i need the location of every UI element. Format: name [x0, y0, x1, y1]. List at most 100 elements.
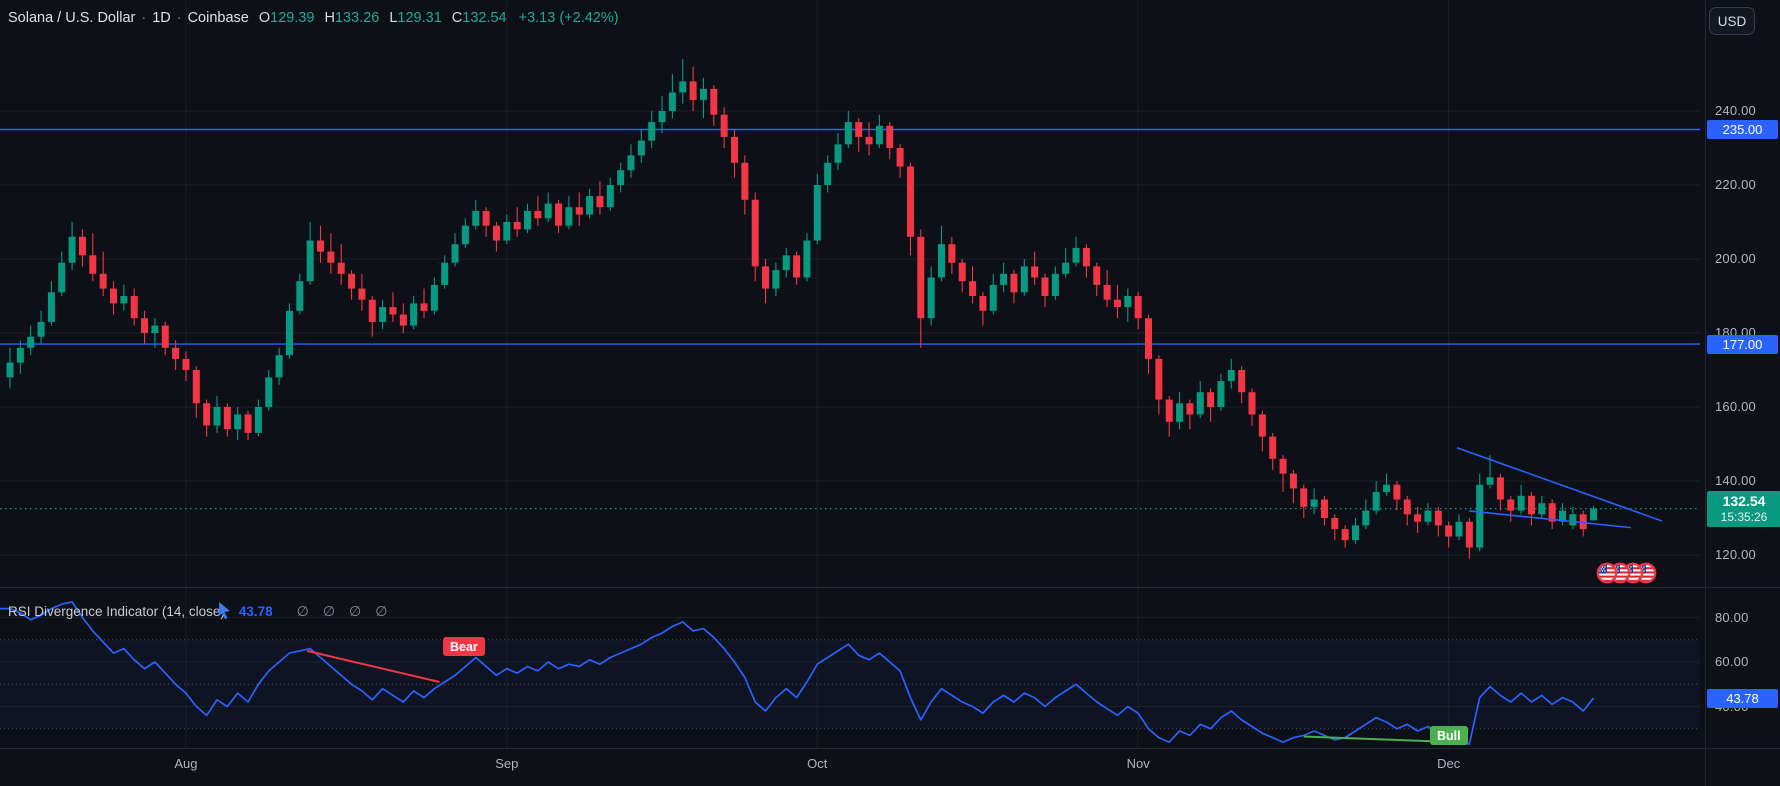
rsi-indicator-pane[interactable]	[0, 588, 1705, 748]
candle-body	[1000, 273, 1008, 285]
candle-body	[1113, 299, 1121, 308]
time-axis-label-dec[interactable]: Dec	[1437, 756, 1461, 771]
candle-body	[47, 292, 55, 322]
candle-body	[172, 347, 180, 359]
candle-body	[451, 244, 459, 263]
candle-body	[223, 407, 231, 430]
candle-body	[441, 262, 449, 285]
time-axis[interactable]: Aug Sep Oct Nov Dec	[0, 748, 1780, 786]
candle-body	[1258, 414, 1266, 437]
candle-body	[110, 288, 117, 304]
candle-body	[1041, 277, 1049, 296]
candle-body	[1238, 370, 1246, 393]
candle-body	[1465, 521, 1473, 548]
bear-label[interactable]: Bear	[443, 637, 485, 656]
candle-body	[482, 210, 490, 226]
candle-body	[875, 125, 883, 145]
candle-body	[275, 355, 283, 378]
bear-divergence-line[interactable]	[306, 649, 440, 683]
symbol-legend[interactable]: Solana / U.S. Dollar · 1D · Coinbase O129.39 H…	[8, 10, 619, 26]
time-axis-label-nov[interactable]: Nov	[1126, 756, 1150, 771]
candle-body	[865, 136, 873, 145]
candle-body	[834, 144, 842, 163]
candle-body	[751, 199, 759, 267]
candle-body	[1165, 399, 1173, 422]
interval-label[interactable]: 1D	[152, 10, 171, 26]
candle-body	[410, 303, 418, 326]
candle-body	[27, 336, 35, 348]
candle-body	[503, 222, 511, 241]
rsi-current-value: 43.78	[238, 604, 273, 619]
candle-body	[203, 403, 211, 426]
rsi-value-label: 43.78	[1707, 688, 1778, 708]
candle-body	[1227, 370, 1235, 382]
price-scale[interactable]: 240.00 220.00 200.00 180.00 160.00 140.00 120.…	[1705, 0, 1780, 786]
time-axis-label-oct[interactable]: Oct	[807, 756, 828, 771]
symbol-title[interactable]: Solana / U.S. Dollar	[8, 10, 136, 26]
last-price-value: 132.54	[1722, 492, 1766, 509]
us-flag-event-icon[interactable]	[1596, 562, 1618, 589]
open-letter: O	[258, 10, 271, 26]
candle-body	[586, 196, 594, 215]
candle-body	[803, 240, 811, 278]
candle-body	[16, 347, 24, 363]
trendline[interactable]	[1469, 510, 1631, 529]
candlestick-price-pane[interactable]	[0, 0, 1705, 588]
candle-body	[1352, 525, 1359, 541]
candle-body	[327, 251, 335, 263]
candle-body	[1527, 495, 1535, 515]
candle-body	[596, 196, 604, 208]
candle-body	[1289, 473, 1297, 489]
candle-body	[265, 377, 273, 407]
time-axis-label-aug[interactable]: Aug	[174, 756, 198, 771]
candle-body	[234, 414, 242, 430]
candle-body	[1434, 510, 1442, 526]
close-letter: C	[451, 10, 463, 26]
candle-body	[1196, 392, 1204, 415]
candle-body	[1207, 392, 1215, 407]
bar-countdown: 15:35:26	[1720, 509, 1768, 524]
candle-body	[710, 88, 718, 115]
candle-body	[472, 210, 480, 226]
candle-body	[938, 244, 945, 278]
candle-body	[285, 310, 293, 356]
candle-body	[565, 207, 573, 226]
trendline[interactable]	[1456, 446, 1663, 522]
candle-body	[534, 210, 542, 219]
candle-body	[1486, 477, 1494, 485]
candle-body	[1072, 247, 1080, 263]
candle-body	[399, 314, 407, 326]
economic-event-flags[interactable]	[1596, 562, 1658, 584]
candle-body	[120, 296, 128, 304]
time-axis-label-sep[interactable]: Sep	[495, 756, 519, 771]
candle-body	[1062, 262, 1070, 274]
rsi-indicator-title[interactable]: RSI Divergence Indicator (14, close)	[8, 604, 225, 619]
exchange-label[interactable]: Coinbase	[187, 10, 249, 26]
rsi-indicator-legend[interactable]: RSI Divergence Indicator (14, close) 43.7…	[8, 603, 387, 620]
candle-body	[1538, 503, 1546, 515]
bull-label[interactable]: Bull	[1430, 726, 1468, 745]
candle-body	[555, 203, 563, 226]
empty-set-icon: ∅	[296, 603, 309, 619]
candle-body	[762, 266, 770, 289]
candle-body	[524, 210, 531, 230]
candle-body	[844, 122, 852, 145]
pane-separator[interactable]	[0, 587, 1780, 588]
candle-body	[1507, 499, 1515, 511]
rsi-tick-label: 80.00	[1715, 609, 1749, 625]
candle-body	[348, 273, 356, 289]
candle-body	[213, 407, 221, 426]
candle-body	[575, 207, 583, 215]
candle-body	[420, 303, 428, 311]
candle-body	[772, 270, 780, 289]
candle-body	[1362, 510, 1370, 526]
rsi-tick-label: 60.00	[1715, 654, 1749, 669]
candle-body	[1103, 284, 1111, 300]
currency-toggle-button[interactable]: USD	[1709, 7, 1755, 35]
candle-body	[855, 122, 863, 137]
candle-body	[461, 225, 469, 245]
candle-body	[1517, 495, 1525, 511]
candle-body	[1559, 510, 1566, 522]
candle-body	[1341, 529, 1349, 541]
